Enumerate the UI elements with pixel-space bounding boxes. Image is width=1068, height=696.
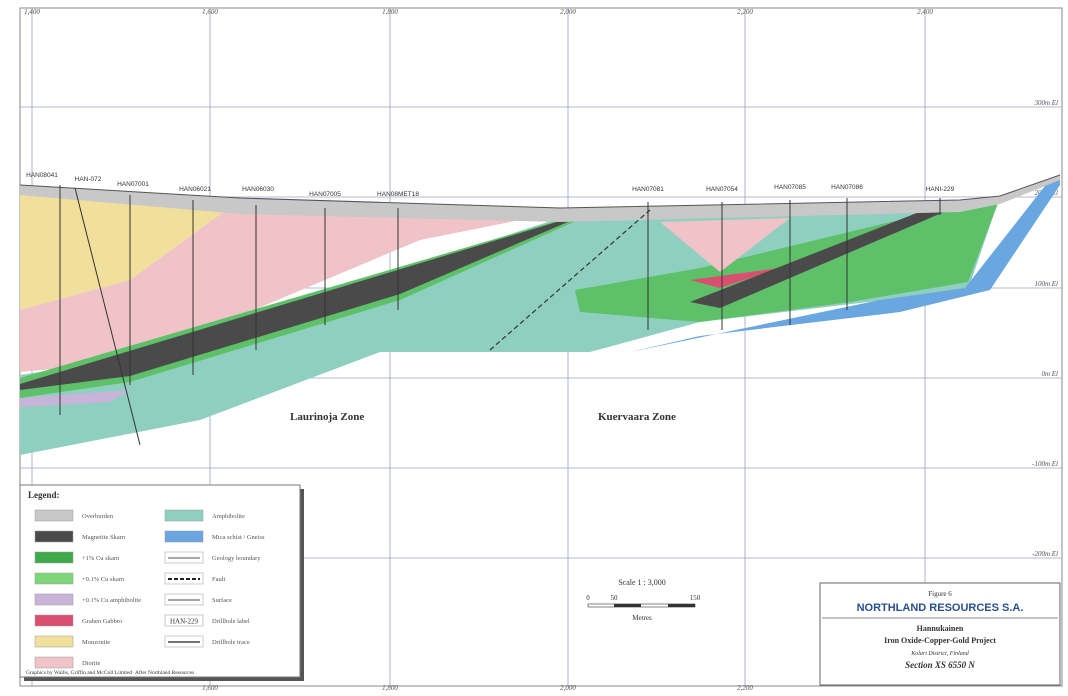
company: NORTHLAND RESOURCES S.A. (857, 602, 1024, 614)
drillhole-label: HAN08MET18 (377, 191, 419, 198)
legend-label: Drillhole label (212, 618, 250, 625)
legend-label: Fault (212, 576, 226, 583)
legend-label: Diorite (82, 660, 101, 667)
legend-items: Overburden Magnetite Skarn +1% Cu skarn +0.… (34, 509, 265, 669)
mica-schist (630, 175, 1060, 352)
figure-number: Figure 6 (928, 590, 952, 598)
drillhole-label: HAN07001 (117, 181, 149, 188)
elevation-label: 300m El (1033, 99, 1058, 107)
title-block (819, 582, 1061, 686)
legend-swatch (34, 551, 74, 564)
legend-swatch (164, 509, 204, 522)
easting-label: 2,400 (917, 8, 933, 16)
easting-label: 2,200 (737, 8, 753, 16)
easting-label: 1,400 (24, 8, 40, 16)
scale-title: Scale 1 : 3,000 (618, 578, 666, 587)
elevation-label: -100m El (1032, 460, 1058, 468)
project: Iron Oxide-Copper-Gold Project (884, 636, 996, 645)
easting-label: 1,800 (382, 684, 398, 691)
legend-label: Monzonite (82, 639, 110, 646)
geology (19, 174, 1061, 455)
legend-swatch (34, 635, 74, 648)
scale-tick: 50 (611, 594, 619, 602)
easting-label: 1,600 (202, 8, 218, 16)
legend-label: Graben Gabbro (82, 618, 122, 625)
drillhole-label: HAN08041 (26, 172, 58, 179)
location: Kolari District, Finland (910, 651, 970, 657)
elevation-label: 100m El (1034, 280, 1058, 288)
diorite-kuervaara (660, 218, 790, 272)
zone-label: Kuervaara Zone (598, 411, 676, 423)
elevation-label: 0m El (1041, 370, 1058, 378)
credit: Graphics by Wallis, Griffin and McColl L… (26, 669, 132, 676)
legend-swatch (34, 593, 74, 606)
fault (489, 209, 651, 351)
scale-bar-seg (614, 604, 641, 607)
legend-label: Overburden (82, 513, 114, 520)
scale-tick: 150 (690, 594, 701, 602)
easting-label: 2,000 (560, 684, 576, 691)
drillhole-label: HAN-072 (75, 176, 102, 183)
legend-title: Legend: (28, 490, 60, 500)
diorite (20, 200, 560, 372)
legend-label: Amphibolite (212, 513, 245, 520)
easting-label: 1,600 (202, 684, 218, 691)
easting-label: 1,800 (382, 8, 398, 16)
credit: After Northland Resources (135, 669, 194, 676)
legend-label: Surface (212, 597, 232, 604)
project: Hannukainen (917, 624, 964, 633)
drillhole-label: HAN06021 (179, 186, 211, 193)
magnetite-kuervaara (690, 200, 958, 308)
drillhole-label: HAN07081 (632, 186, 664, 193)
legend-label: Magnetite Skarn (82, 534, 126, 541)
drillhole-trace (74, 187, 141, 446)
elevation-label: -200m El (1032, 550, 1058, 558)
drillholes: HAN08041 HAN-072 HAN07001 HAN06021 HAN06030 H… (26, 172, 955, 446)
scale-tick: 0 (586, 594, 590, 602)
drillhole-label: HAN07085 (774, 184, 806, 191)
scale-bar-seg (668, 604, 695, 607)
overburden (20, 175, 1060, 222)
legend-swatch (34, 572, 74, 585)
legend-label: +0.1% Cu amphibolite (82, 597, 141, 604)
gabbro (690, 268, 780, 288)
legend-label: Drillhole trace (212, 639, 250, 646)
drillhole-label: HANI-229 (926, 186, 955, 193)
section: Section XS 6550 N (905, 660, 975, 670)
magnetite-skarn (20, 221, 570, 390)
drillhole-label: HAN06030 (242, 186, 274, 193)
legend-swatch (34, 509, 74, 522)
legend-label: +0.1% Cu skarn (82, 576, 125, 583)
legend-sample: HAN-229 (170, 618, 198, 626)
legend-label: Mica schist / Gneiss (212, 534, 265, 541)
legend-swatch (164, 614, 204, 627)
easting-label: 2,200 (737, 684, 753, 691)
legend-swatch (34, 614, 74, 627)
drillhole-label: HAN07086 (831, 184, 863, 191)
legend-label: +1% Cu skarn (82, 555, 120, 562)
cu-amphibolite (20, 390, 130, 407)
legend-swatch (34, 530, 74, 543)
surface (19, 174, 1061, 209)
legend-swatch (164, 530, 204, 543)
drillhole-label: HAN07005 (309, 191, 341, 198)
drillhole-label: HAN07054 (706, 186, 738, 193)
legend-swatch (34, 656, 74, 669)
easting-label: 2,000 (560, 8, 576, 16)
scale-unit: Metres (632, 614, 652, 622)
legend-label: Geology boundary (212, 555, 261, 562)
zone-label: Laurinoja Zone (290, 411, 364, 423)
